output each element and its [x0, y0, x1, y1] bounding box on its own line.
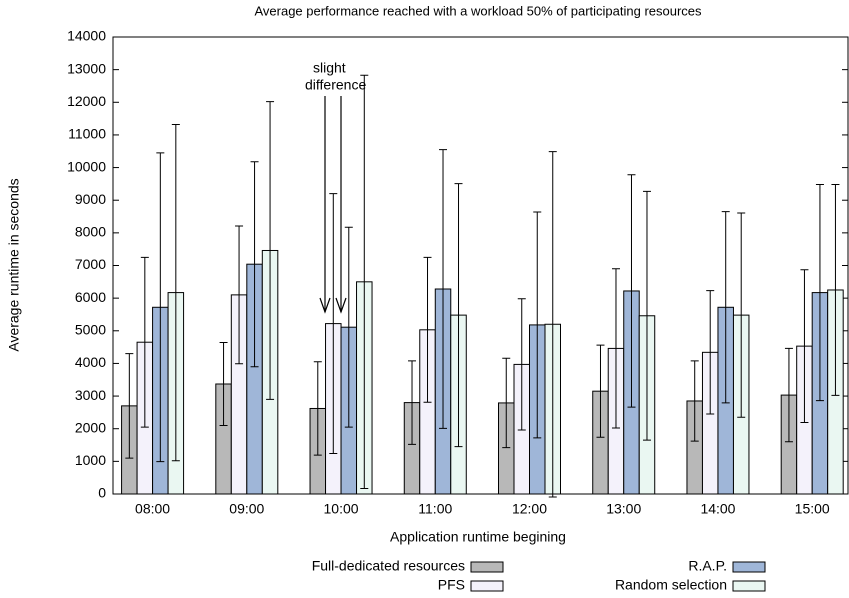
y-tick-label: 13000 [67, 60, 106, 76]
error-bar [423, 256, 432, 403]
legend-swatch [470, 561, 504, 573]
error-bar [737, 212, 746, 418]
legend-label: PFS [438, 577, 465, 593]
x-tick-label: 10:00 [324, 501, 359, 517]
legend-label: Full-dedicated resources [312, 558, 465, 574]
error-bar [250, 161, 259, 368]
error-bar [329, 193, 338, 455]
error-bar [219, 342, 228, 426]
error-bar [815, 184, 824, 402]
x-tick-label: 08:00 [135, 501, 170, 517]
y-tick-label: 8000 [75, 224, 106, 240]
x-tick-label: 13:00 [606, 501, 641, 517]
annotation: slight [313, 60, 346, 76]
error-bar [548, 151, 557, 498]
legend-swatch [732, 580, 766, 592]
y-tick-label: 10000 [67, 158, 106, 174]
y-tick-label: 14000 [67, 28, 106, 44]
error-bar [454, 183, 463, 448]
y-tick-label: 2000 [75, 419, 106, 435]
error-bar [627, 174, 636, 408]
error-bar [690, 360, 699, 442]
error-bar [313, 361, 322, 456]
x-tick-label: 14:00 [700, 501, 735, 517]
y-tick-label: 1000 [75, 452, 106, 468]
x-tick-label: 12:00 [512, 501, 547, 517]
y-tick-label: 4000 [75, 354, 106, 370]
chart-title: Average performance reached with a workl… [254, 3, 702, 18]
y-tick-label: 12000 [67, 93, 106, 109]
x-tick-label: 11:00 [418, 501, 452, 517]
y-tick-label: 5000 [75, 321, 106, 337]
y-tick-label: 6000 [75, 289, 106, 305]
error-bar [611, 268, 620, 429]
error-bar [344, 226, 353, 428]
error-bar [517, 298, 526, 431]
error-bar [125, 353, 134, 459]
x-tick-label: 15:00 [795, 501, 830, 517]
error-bar [171, 123, 180, 462]
error-bar [642, 190, 651, 441]
y-tick-label: 11000 [68, 126, 106, 142]
error-bar [831, 184, 840, 396]
y-tick-label: 0 [98, 485, 106, 501]
y-axis-label: Average runtime in seconds [6, 178, 22, 351]
error-bar [596, 344, 605, 438]
error-bar [439, 149, 448, 429]
annotation: difference [305, 77, 366, 93]
error-bar [140, 256, 149, 428]
error-bar [800, 269, 809, 424]
error-bar [235, 225, 244, 365]
y-tick-label: 9000 [75, 191, 106, 207]
x-tick-label: 09:00 [229, 501, 264, 517]
legend-label: R.A.P. [688, 558, 727, 574]
error-bar [360, 74, 369, 489]
error-bar [721, 211, 730, 404]
y-tick-label: 3000 [75, 387, 106, 403]
legend-label: Random selection [615, 577, 727, 593]
error-bar [266, 101, 275, 400]
error-bar [156, 152, 165, 463]
legend-swatch [470, 580, 504, 592]
y-tick-label: 7000 [75, 256, 106, 272]
error-bar [533, 211, 542, 439]
error-bar [784, 347, 793, 443]
error-bar [502, 357, 511, 449]
error-bar [706, 290, 715, 415]
legend-swatch [732, 561, 766, 573]
x-axis-label: Application runtime begining [390, 529, 566, 545]
annotation-arrows [319, 96, 347, 314]
error-bar [408, 360, 417, 445]
